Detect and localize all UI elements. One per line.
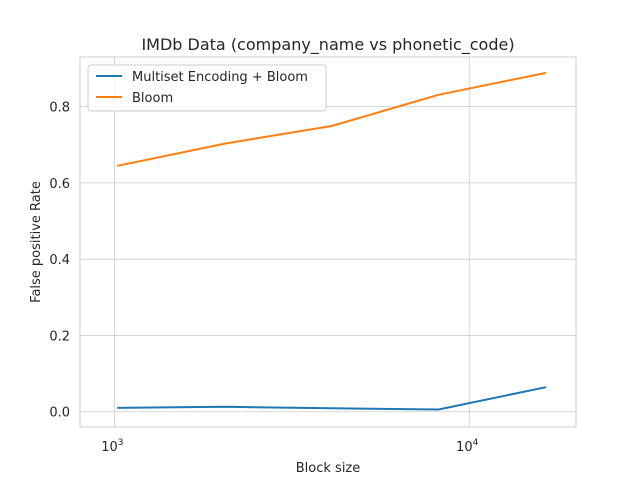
x-tick-label: 104: [456, 438, 479, 455]
y-tick-labels: 0.0 0.2 0.4 0.6 0.8: [49, 101, 70, 421]
y-axis-label: False positive Rate: [29, 181, 44, 303]
x-tick-label: 103: [101, 438, 123, 455]
legend-label-bloom: Bloom: [132, 91, 173, 106]
x-axis-label: Block size: [296, 461, 361, 476]
y-tick-label: 0.4: [49, 253, 70, 268]
series-line-bloom: [117, 72, 547, 167]
series-line-multiset-encoding-bloom: [117, 386, 547, 411]
chart-title: IMDb Data (company_name vs phonetic_code…: [141, 35, 514, 55]
legend-label-multiset-encoding-bloom: Multiset Encoding + Bloom: [132, 70, 308, 85]
legend: Multiset Encoding + Bloom Bloom: [87, 64, 327, 112]
plot-frame: [79, 56, 577, 428]
grid-lines: [80, 57, 576, 427]
y-tick-label: 0.6: [49, 177, 70, 192]
series-lines: [117, 72, 547, 411]
legend-box: [87, 64, 327, 112]
x-tick-labels: 103 104: [101, 438, 478, 455]
y-tick-label: 0.0: [49, 406, 70, 421]
y-tick-label: 0.2: [49, 329, 70, 344]
y-tick-label: 0.8: [49, 101, 70, 116]
